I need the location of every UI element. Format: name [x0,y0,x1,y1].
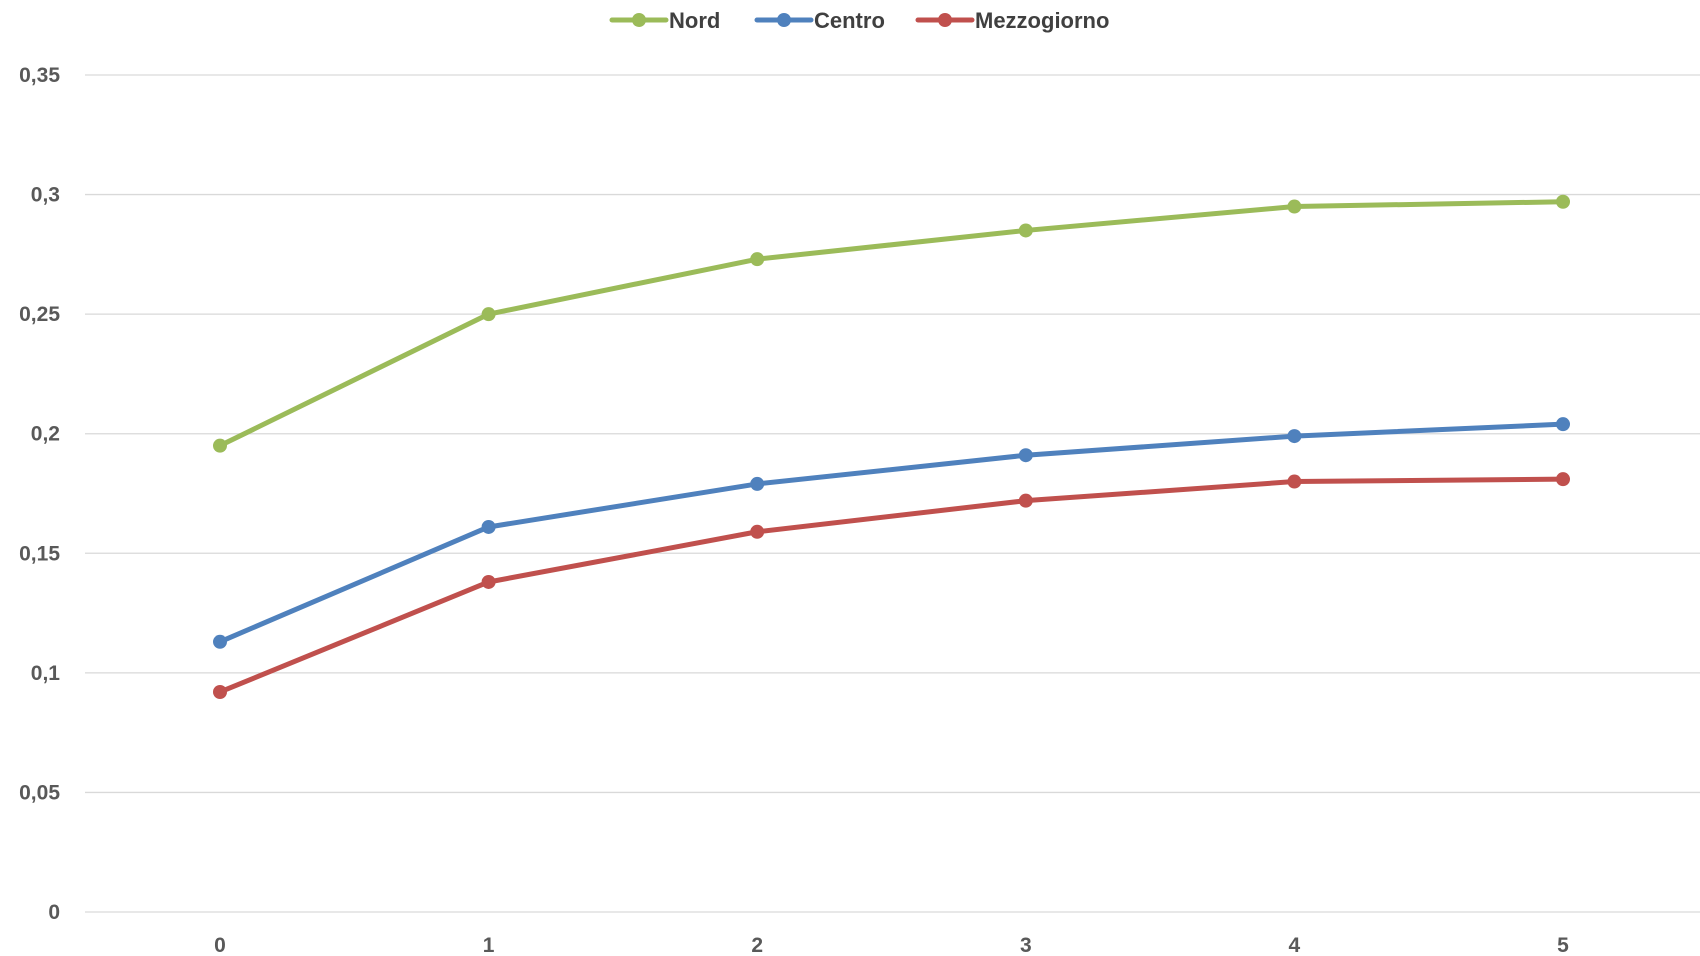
x-tick-label: 0 [214,934,226,956]
legend-label: Centro [814,8,885,33]
x-tick-label: 2 [751,934,763,956]
data-point-nord [1287,199,1302,214]
y-tick-label: 0,1 [31,662,61,685]
legend-marker [632,13,646,27]
data-point-mezzogiorno [213,684,227,699]
series-nord [213,194,1570,453]
x-tick-label: 5 [1557,934,1569,956]
series-line-mezzogiorno [217,476,1566,695]
y-tick-label: 0 [48,901,60,924]
y-tick-label: 0,25 [19,303,60,326]
y-tick-label: 0,2 [31,423,60,446]
series-line-nord [217,199,1566,449]
y-axis: 0 0,05 0,1 0,15 0,2 0,25 0,3 0,35 [19,64,60,924]
data-point-nord [1018,223,1033,238]
x-tick-label: 3 [1020,934,1032,956]
legend: Nord Centro Mezzogiorno [609,8,1109,33]
data-point-centro [213,634,227,649]
series-group [213,194,1570,699]
data-point-mezzogiorno [1018,493,1033,508]
legend-label: Nord [669,8,720,33]
data-point-nord [213,438,227,453]
data-point-nord [750,252,765,267]
series-line-centro [217,421,1566,645]
data-point-centro [1556,417,1570,432]
y-tick-label: 0,3 [31,184,60,207]
legend-item-mezzogiorno: Mezzogiorno [915,8,1109,33]
legend-item-nord: Nord [609,8,720,33]
x-tick-label: 1 [483,934,495,956]
data-point-nord [481,307,496,322]
y-tick-label: 0,05 [19,781,60,804]
data-point-mezzogiorno [750,524,765,539]
y-tick-label: 0,15 [19,542,60,565]
legend-label: Mezzogiorno [975,8,1109,33]
data-point-centro [1018,448,1033,463]
data-point-centro [481,519,496,534]
x-tick-label: 4 [1289,934,1301,956]
data-point-centro [750,476,765,491]
legend-marker [938,13,952,27]
data-point-mezzogiorno [481,574,496,589]
series-mezzogiorno [213,472,1570,699]
data-point-centro [1287,429,1302,444]
data-point-nord [1556,194,1570,209]
legend-item-centro: Centro [754,8,885,33]
series-centro [213,417,1570,649]
y-tick-label: 0,35 [19,64,60,87]
data-point-mezzogiorno [1287,474,1302,489]
x-axis: 0 1 2 3 4 5 [214,934,1569,956]
legend-marker [777,13,791,27]
gridlines [85,74,1700,913]
data-point-mezzogiorno [1556,472,1570,487]
